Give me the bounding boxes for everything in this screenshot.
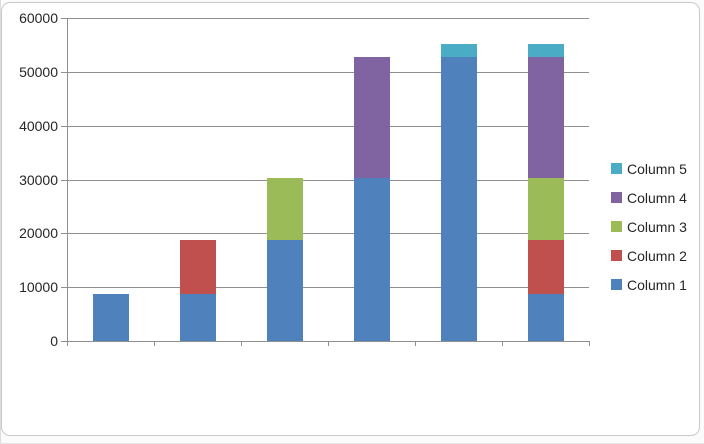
bar-segment-column-1-cat6[interactable] bbox=[527, 294, 564, 341]
y-axis-tick bbox=[61, 287, 67, 289]
gridline bbox=[67, 233, 589, 235]
legend-item-label: Column 4 bbox=[627, 189, 687, 206]
y-axis-tick bbox=[61, 341, 67, 342]
x-axis-line bbox=[67, 341, 589, 342]
bar-segment-column-2-cat2[interactable] bbox=[179, 240, 216, 295]
legend-swatch-icon bbox=[611, 250, 622, 261]
legend: Column 5 Column 4 Column 3 Column 2 Column 1 bbox=[611, 154, 687, 299]
x-axis-tick bbox=[502, 341, 503, 346]
bar-segment-column-5-cat6[interactable] bbox=[527, 43, 564, 57]
y-axis-tick-label: 30000 bbox=[19, 171, 58, 188]
bar-segment-column-1-cat5[interactable] bbox=[440, 56, 477, 341]
bar-segment-column-1-cat1[interactable] bbox=[92, 294, 129, 341]
y-axis-tick-label: 10000 bbox=[19, 279, 58, 296]
gridline bbox=[67, 179, 589, 181]
y-axis-tick-label: 0 bbox=[50, 333, 58, 349]
y-axis-tick bbox=[61, 18, 67, 19]
gridline bbox=[67, 18, 589, 19]
bar-segment-column-4-cat6[interactable] bbox=[527, 56, 564, 179]
gridline bbox=[67, 71, 589, 73]
y-axis-tick-label: 60000 bbox=[19, 10, 58, 26]
x-axis-tick bbox=[415, 341, 416, 346]
bar-segment-column-1-cat2[interactable] bbox=[179, 294, 216, 341]
bar-segment-column-2-cat6[interactable] bbox=[527, 240, 564, 295]
y-axis-tick-label: 50000 bbox=[19, 63, 58, 80]
legend-swatch-icon bbox=[611, 163, 622, 174]
legend-item-column-1[interactable]: Column 1 bbox=[611, 270, 687, 299]
screenshot-left-edge bbox=[0, 0, 1, 444]
legend-item-column-2[interactable]: Column 2 bbox=[611, 241, 687, 270]
bar-segment-column-1-cat3[interactable] bbox=[266, 240, 303, 341]
legend-swatch-icon bbox=[611, 192, 622, 203]
y-axis-tick-label: 20000 bbox=[19, 225, 58, 242]
y-axis-tick bbox=[61, 179, 67, 181]
legend-item-label: Column 2 bbox=[627, 247, 687, 264]
x-axis-tick bbox=[589, 341, 590, 346]
y-axis-tick-label: 40000 bbox=[19, 117, 58, 134]
legend-swatch-icon bbox=[611, 279, 622, 290]
legend-item-label: Column 3 bbox=[627, 218, 687, 235]
legend-item-column-3[interactable]: Column 3 bbox=[611, 212, 687, 241]
chart-border bbox=[1, 2, 700, 436]
y-axis-line bbox=[67, 18, 68, 346]
x-axis-tick bbox=[241, 341, 242, 346]
bar-segment-column-4-cat4[interactable] bbox=[353, 56, 390, 179]
legend-swatch-icon bbox=[611, 221, 622, 232]
legend-item-column-4[interactable]: Column 4 bbox=[611, 183, 687, 212]
gridline bbox=[67, 125, 589, 127]
y-axis-tick bbox=[61, 71, 67, 73]
legend-item-column-5[interactable]: Column 5 bbox=[611, 154, 687, 183]
bar-segment-column-5-cat5[interactable] bbox=[440, 43, 477, 57]
x-axis-tick bbox=[154, 341, 155, 346]
legend-item-label: Column 5 bbox=[627, 160, 687, 177]
legend-item-label: Column 1 bbox=[627, 276, 687, 293]
x-axis-tick bbox=[328, 341, 329, 346]
y-axis-tick bbox=[61, 233, 67, 235]
gridline bbox=[67, 287, 589, 289]
bar-segment-column-1-cat4[interactable] bbox=[353, 178, 390, 341]
bar-segment-column-3-cat3[interactable] bbox=[266, 178, 303, 241]
bar-segment-column-3-cat6[interactable] bbox=[527, 178, 564, 241]
y-axis-tick bbox=[61, 125, 67, 127]
